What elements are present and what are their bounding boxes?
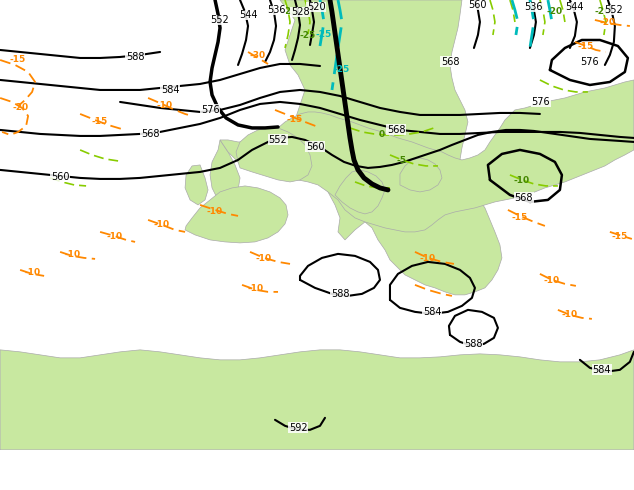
Text: 588: 588	[126, 52, 145, 62]
Text: 584: 584	[161, 85, 179, 95]
Text: -10: -10	[157, 101, 173, 110]
Polygon shape	[185, 165, 208, 205]
Text: -10: -10	[514, 176, 530, 185]
Text: 560: 560	[51, 172, 69, 182]
Text: 528: 528	[291, 7, 309, 17]
Text: -30: -30	[250, 51, 266, 60]
Polygon shape	[335, 170, 385, 214]
Text: -10: -10	[154, 220, 170, 229]
Text: -25: -25	[334, 66, 350, 74]
Text: 520: 520	[307, 2, 325, 12]
Polygon shape	[0, 350, 634, 450]
Text: 0: 0	[379, 130, 385, 140]
Text: -10: -10	[106, 232, 122, 242]
Text: -25: -25	[282, 7, 298, 17]
Text: 592: 592	[288, 423, 307, 433]
Text: -10: -10	[544, 276, 560, 285]
Text: -5: -5	[397, 156, 407, 166]
Polygon shape	[280, 0, 502, 295]
Text: 560: 560	[306, 142, 324, 152]
Text: -15: -15	[287, 116, 303, 124]
Text: -10: -10	[248, 284, 264, 294]
Text: -15: -15	[578, 43, 594, 51]
Text: 552: 552	[210, 15, 230, 25]
Text: 544: 544	[566, 2, 584, 12]
Text: 588: 588	[463, 339, 482, 349]
Text: -10: -10	[64, 250, 80, 259]
Polygon shape	[300, 140, 315, 175]
Text: -25: -25	[316, 30, 332, 40]
Text: Height/Temp. 500 hPa [gdmp][°C] ECMWF: Height/Temp. 500 hPa [gdmp][°C] ECMWF	[6, 457, 270, 470]
Text: 576: 576	[201, 105, 219, 115]
Text: We 29-05-2024 00:00 UTC (18+06): We 29-05-2024 00:00 UTC (18+06)	[407, 455, 628, 468]
Text: -20: -20	[595, 7, 611, 17]
Polygon shape	[185, 186, 288, 243]
Text: 536: 536	[267, 5, 285, 15]
Text: -20: -20	[547, 7, 563, 17]
Text: -20: -20	[600, 19, 616, 27]
Text: -20: -20	[12, 103, 28, 113]
Text: 568: 568	[515, 193, 533, 203]
Text: 560: 560	[469, 0, 487, 10]
Text: -25: -25	[300, 31, 316, 41]
Text: -10: -10	[24, 269, 40, 277]
Text: ©weatheronline.co.uk: ©weatheronline.co.uk	[493, 478, 628, 488]
Text: 568: 568	[141, 129, 159, 139]
Polygon shape	[210, 140, 240, 208]
Text: 584: 584	[423, 307, 441, 317]
Text: 544: 544	[239, 10, 257, 20]
Text: -10: -10	[562, 310, 578, 319]
Text: 552: 552	[604, 5, 623, 15]
Text: 576: 576	[581, 57, 599, 67]
Text: -10: -10	[256, 254, 272, 264]
Text: -15: -15	[612, 232, 628, 242]
Text: 568: 568	[441, 57, 459, 67]
Text: 576: 576	[531, 97, 550, 107]
Text: 588: 588	[331, 289, 349, 299]
Text: -15: -15	[10, 55, 26, 65]
Text: -10: -10	[420, 254, 436, 264]
Text: -15: -15	[512, 214, 528, 222]
Polygon shape	[236, 128, 312, 182]
Polygon shape	[400, 158, 442, 192]
Text: 536: 536	[525, 2, 543, 12]
Text: 552: 552	[269, 135, 287, 145]
Text: -10: -10	[207, 207, 223, 217]
Text: 584: 584	[593, 365, 611, 375]
Polygon shape	[220, 80, 634, 232]
Text: -15: -15	[92, 118, 108, 126]
Text: 568: 568	[387, 125, 405, 135]
